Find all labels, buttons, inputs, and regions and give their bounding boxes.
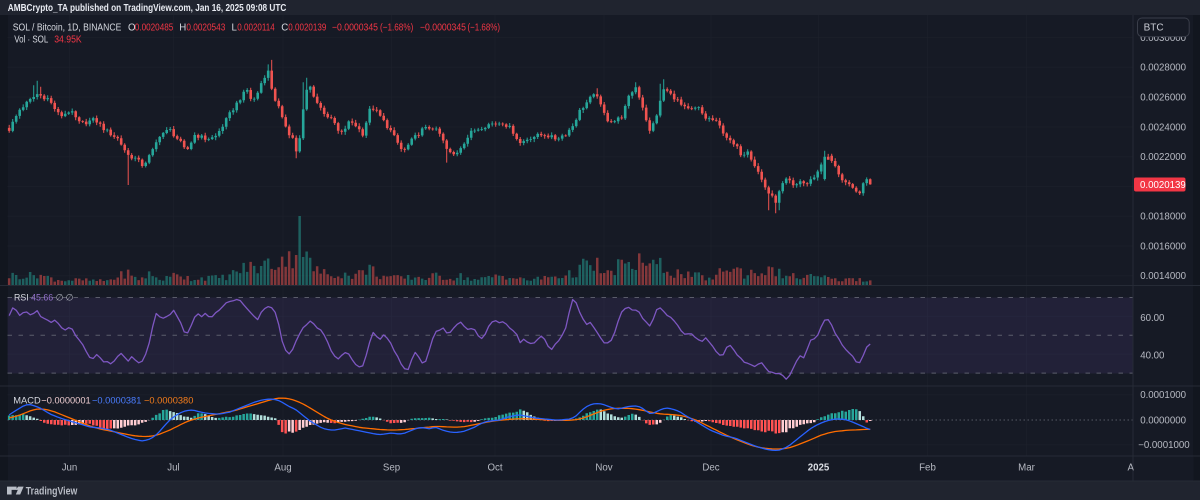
svg-text:−0.0000345: −0.0000345	[332, 23, 378, 34]
svg-text:Jul: Jul	[167, 462, 179, 473]
svg-text:60.00: 60.00	[1140, 313, 1165, 324]
svg-text:0.0000000: 0.0000000	[1140, 415, 1186, 426]
svg-text:0.0001000: 0.0001000	[1140, 390, 1186, 401]
svg-text:Aug: Aug	[274, 462, 291, 473]
svg-text:BTC: BTC	[1144, 23, 1164, 34]
svg-text:0.0028000: 0.0028000	[1140, 63, 1186, 74]
svg-text:MACD: MACD	[13, 395, 41, 405]
svg-text:Jun: Jun	[62, 462, 78, 473]
svg-text:(−1.68%): (−1.68%)	[380, 23, 413, 34]
svg-text:34.95K: 34.95K	[54, 34, 82, 45]
svg-text:−0.0000381: −0.0000381	[92, 395, 141, 405]
svg-text:(−1.68%): (−1.68%)	[468, 23, 501, 34]
svg-text:SOL / Bitcoin, 1D, BINANCE: SOL / Bitcoin, 1D, BINANCE	[13, 23, 122, 34]
svg-text:L: L	[232, 23, 238, 34]
svg-text:Sep: Sep	[383, 462, 400, 473]
svg-text:−0.0000380: −0.0000380	[144, 395, 193, 405]
svg-text:Nov: Nov	[595, 462, 612, 473]
svg-text:0.0020139: 0.0020139	[1140, 180, 1186, 191]
svg-text:Mar: Mar	[1018, 462, 1035, 473]
svg-text:0.0030000: 0.0030000	[1140, 33, 1186, 44]
svg-text:Dec: Dec	[702, 462, 719, 473]
svg-text:O: O	[128, 23, 136, 34]
svg-text:0.0018000: 0.0018000	[1140, 212, 1186, 223]
svg-text:H: H	[179, 23, 186, 34]
svg-text:0.0020114: 0.0020114	[237, 23, 275, 34]
svg-text:0.0020543: 0.0020543	[186, 23, 225, 34]
svg-text:0.0026000: 0.0026000	[1140, 93, 1186, 104]
svg-text:2025: 2025	[808, 462, 830, 473]
svg-text:−0.0000345: −0.0000345	[420, 23, 466, 34]
svg-text:−0.0000001: −0.0000001	[41, 395, 90, 405]
svg-text:0.0024000: 0.0024000	[1140, 122, 1186, 133]
svg-text:C: C	[281, 23, 288, 34]
svg-text:Feb: Feb	[919, 462, 936, 473]
svg-text:Vol · SOL: Vol · SOL	[14, 34, 49, 45]
svg-text:40.00: 40.00	[1140, 350, 1165, 361]
svg-text:RSI 45.66 ∅ ∅: RSI 45.66 ∅ ∅	[14, 292, 74, 302]
svg-text:0.0016000: 0.0016000	[1140, 241, 1186, 252]
svg-text:0.0020485: 0.0020485	[135, 23, 174, 34]
svg-text:Oct: Oct	[487, 462, 502, 473]
svg-text:0.0014000: 0.0014000	[1140, 271, 1186, 282]
svg-text:−0.0001000: −0.0001000	[1138, 440, 1190, 451]
svg-text:0.0020139: 0.0020139	[288, 23, 326, 34]
svg-text:0.0022000: 0.0022000	[1140, 152, 1186, 163]
svg-text:TradingView: TradingView	[26, 486, 78, 498]
svg-text:AMBCrypto_TA published on Trad: AMBCrypto_TA published on TradingView.co…	[8, 3, 287, 14]
